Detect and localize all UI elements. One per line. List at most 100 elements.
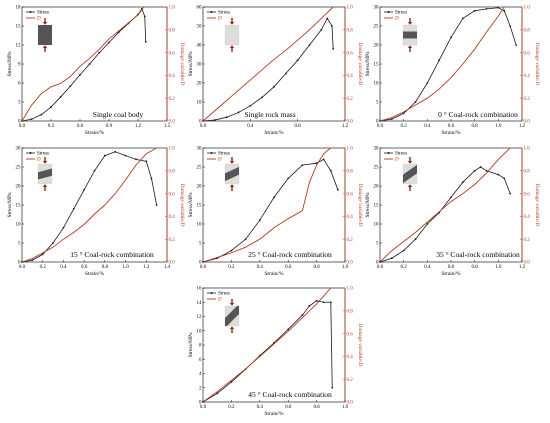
y2-tick-label: 0.8	[347, 310, 354, 315]
y2-tick-label: 0.0	[524, 261, 531, 266]
stress-data-point	[237, 111, 240, 114]
stress-data-point	[135, 158, 137, 161]
y-tick-label: 20	[374, 185, 380, 190]
stress-data-point	[30, 118, 33, 120]
y2-axis-label: Damage variable/D	[179, 43, 185, 86]
legend-stress-label: Stress	[395, 11, 407, 16]
damage-series-line	[379, 6, 505, 122]
stress-data-point	[497, 173, 500, 176]
plot-frame	[202, 6, 346, 122]
stress-data-point	[485, 169, 488, 172]
legend-damage-label: D	[217, 298, 222, 303]
y-tick-label: 15	[16, 204, 22, 209]
stress-series-line	[202, 158, 339, 263]
x-tick-label: 0.6	[285, 405, 292, 410]
y-tick-label: 10	[197, 329, 203, 334]
stress-data-point	[296, 59, 299, 62]
specimen-coal-layer	[403, 31, 417, 39]
stress-series-line	[379, 7, 517, 122]
specimen-coal-block	[38, 25, 52, 45]
legend-damage-label: D	[217, 158, 222, 163]
x-tick-label: 1.0	[495, 265, 502, 270]
x-tick-label: 0.6	[77, 124, 84, 129]
y2-tick-label: 0.2	[347, 378, 354, 383]
load-arrow-down-icon	[229, 303, 235, 306]
y-tick-label: 4	[199, 372, 202, 377]
y-tick-label: 10	[374, 223, 380, 228]
load-arrow-down-icon	[229, 22, 235, 25]
y-tick-label: 60	[197, 6, 203, 11]
x-tick-label: 0.2	[228, 405, 235, 410]
load-arrow-up-icon	[407, 45, 413, 48]
x-axis-label: Strain/%	[441, 130, 461, 136]
load-arrow-down-icon	[42, 161, 48, 164]
stress-data-point	[329, 169, 332, 172]
stress-data-point	[426, 223, 429, 225]
y2-tick-label: 1.0	[524, 6, 531, 11]
y2-tick-label: 0.6	[347, 51, 354, 56]
y-tick-label: 20	[197, 185, 203, 190]
specimen-coal-layer	[403, 164, 417, 184]
y2-tick-label: 0.4	[347, 74, 354, 79]
legend-stress-marker	[29, 11, 32, 13]
y2-tick-label: 0.8	[524, 29, 531, 34]
x-axis-label: Strain/%	[85, 130, 105, 136]
x-tick-label: 0.6	[448, 124, 455, 129]
stress-data-point	[225, 116, 228, 119]
x-tick-label: 1.2	[135, 124, 142, 129]
y2-axis-label: Damage variable/D	[357, 43, 363, 86]
stress-series-line	[202, 17, 334, 122]
panel-title: Single coal body	[93, 110, 144, 119]
y-axis-label: Stress/MPa	[365, 192, 371, 218]
y2-tick-label: 0.2	[524, 238, 531, 243]
y2-axis-label: Damage variable/D	[179, 184, 185, 227]
legend-damage-label: D	[36, 17, 41, 22]
stress-data-point	[150, 177, 153, 180]
stress-data-point	[287, 328, 290, 331]
x-axis-label: Strain/%	[264, 271, 284, 277]
chart-panel-2: 0.0 0.4 0.8 1.2 0 10 20 30 40 50 60 0.0 0.2 0.4 0.6 0.8…	[188, 6, 363, 136]
stress-data-point	[213, 119, 216, 121]
y-tick-label: 14	[197, 301, 203, 306]
panel-title: 35 ° Coal-rock combination	[436, 250, 520, 259]
stress-data-point	[331, 25, 333, 27]
stress-data-point	[308, 304, 311, 307]
x-axis-label: Strain/%	[264, 130, 284, 136]
x-tick-label: 0.4	[424, 124, 431, 129]
plot-frame	[202, 147, 346, 263]
y-tick-label: 0	[199, 401, 202, 406]
y-tick-label: 15	[374, 63, 380, 68]
plot-frame	[379, 6, 523, 122]
specimen-diagram	[38, 18, 52, 52]
y2-tick-label: 0.6	[169, 51, 176, 56]
stress-data-point	[103, 154, 106, 157]
stress-data-point	[41, 253, 44, 256]
stress-data-point	[332, 47, 335, 50]
x-tick-label: 0.4	[257, 265, 264, 270]
stress-data-point	[287, 177, 290, 180]
y-tick-label: 30	[197, 147, 203, 152]
y2-tick-label: 1.0	[347, 147, 354, 152]
y-axis-label: Stress/MPa	[188, 51, 194, 77]
stress-data-point	[402, 112, 405, 115]
y-axis-label: Stress/MPa	[365, 51, 371, 77]
y2-tick-label: 0.8	[347, 170, 354, 175]
stress-data-point	[450, 36, 452, 39]
y2-tick-label: 0.4	[524, 215, 531, 220]
y-tick-label: 10	[374, 82, 380, 87]
y-tick-label: 6	[18, 82, 21, 87]
stress-data-point	[301, 164, 304, 167]
load-arrow-up-icon	[42, 45, 48, 48]
legend-stress-label: Stress	[395, 152, 407, 157]
legend-stress-marker	[210, 292, 213, 294]
y2-tick-label: 0.6	[347, 332, 354, 337]
x-tick-label: 1.2	[519, 265, 526, 270]
load-arrow-up-icon	[42, 184, 48, 187]
stress-data-point	[98, 51, 101, 54]
stress-data-point	[114, 150, 117, 153]
stress-series-line	[379, 166, 511, 263]
y-tick-label: 50	[197, 25, 203, 30]
y-tick-label: 5	[376, 242, 379, 247]
